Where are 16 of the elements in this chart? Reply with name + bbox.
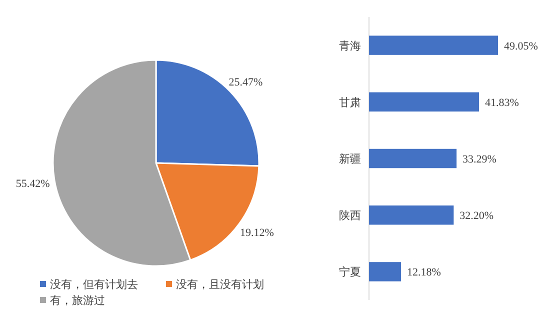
legend-label: 没有，但有计划去 bbox=[50, 278, 138, 291]
data-label: 12.18% bbox=[407, 266, 441, 279]
y-tick-label: 宁夏 bbox=[339, 266, 361, 279]
y-tick-label: 甘肃 bbox=[339, 96, 361, 109]
data-label: 49.05% bbox=[504, 40, 538, 52]
data-label: 25.47% bbox=[228, 76, 263, 88]
legend-label: 没有，且没有计划 bbox=[176, 278, 264, 291]
data-label: 32.20% bbox=[460, 210, 494, 222]
data-label: 33.29% bbox=[462, 154, 496, 166]
y-tick-label: 青海 bbox=[339, 39, 361, 52]
data-label: 55.42% bbox=[16, 178, 50, 190]
legend-label: 有，旅游过 bbox=[50, 294, 105, 307]
data-label: 19.12% bbox=[240, 226, 274, 239]
data-label: 41.83% bbox=[485, 96, 519, 109]
y-tick-label: 陕西 bbox=[339, 210, 361, 222]
y-tick-label: 新疆 bbox=[339, 152, 361, 166]
